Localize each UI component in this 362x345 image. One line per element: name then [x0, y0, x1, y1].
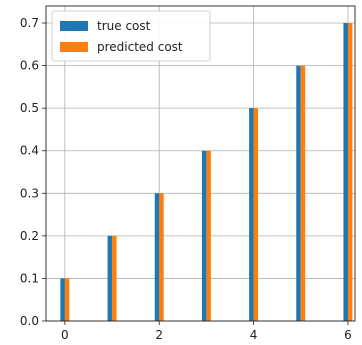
y-tick-label: 0.3 [20, 186, 39, 200]
bar-predicted-cost-1 [112, 235, 117, 321]
bar-true-cost-6 [343, 23, 348, 321]
legend-label-true-cost: true cost [97, 19, 151, 33]
bar-true-cost-2 [154, 193, 160, 321]
legend-swatch-true-cost [60, 21, 88, 31]
legend-swatch-predicted-cost [60, 42, 88, 52]
tick-labels: 0.0 0.1 0.2 0.3 0.4 0.5 0.6 0.7 0 2 4 6 [20, 16, 352, 342]
bar-true-cost-0 [60, 278, 65, 321]
bar-true-cost-4 [249, 108, 254, 321]
legend-box [51, 10, 211, 62]
legend: true cost predicted cost [51, 10, 211, 62]
y-tick-label: 0.2 [20, 229, 39, 243]
bar-predicted-cost-0 [64, 278, 70, 321]
y-tick-label: 0.1 [20, 271, 39, 285]
x-tick-label: 6 [344, 328, 352, 342]
y-tick-label: 0.4 [20, 144, 39, 158]
bars [60, 23, 353, 321]
bar-predicted-cost-4 [253, 108, 259, 321]
bar-predicted-cost-2 [159, 193, 164, 321]
axes [42, 5, 356, 325]
y-tick-label: 0.5 [20, 101, 39, 115]
y-tick-label: 0.0 [20, 314, 39, 328]
bar-true-cost-3 [201, 150, 207, 321]
bar-predicted-cost-6 [347, 23, 353, 321]
x-tick-label: 2 [155, 328, 163, 342]
bar-true-cost-5 [296, 65, 301, 321]
legend-label-predicted-cost: predicted cost [97, 40, 183, 54]
y-tick-label: 0.6 [20, 59, 39, 73]
bar-true-cost-1 [107, 235, 113, 321]
x-tick-label: 4 [250, 328, 258, 342]
bar-predicted-cost-3 [206, 150, 211, 321]
bar-predicted-cost-5 [300, 65, 306, 321]
y-tick-label: 0.7 [20, 16, 39, 30]
x-tick-label: 0 [61, 328, 69, 342]
axes-frame [45, 5, 356, 322]
